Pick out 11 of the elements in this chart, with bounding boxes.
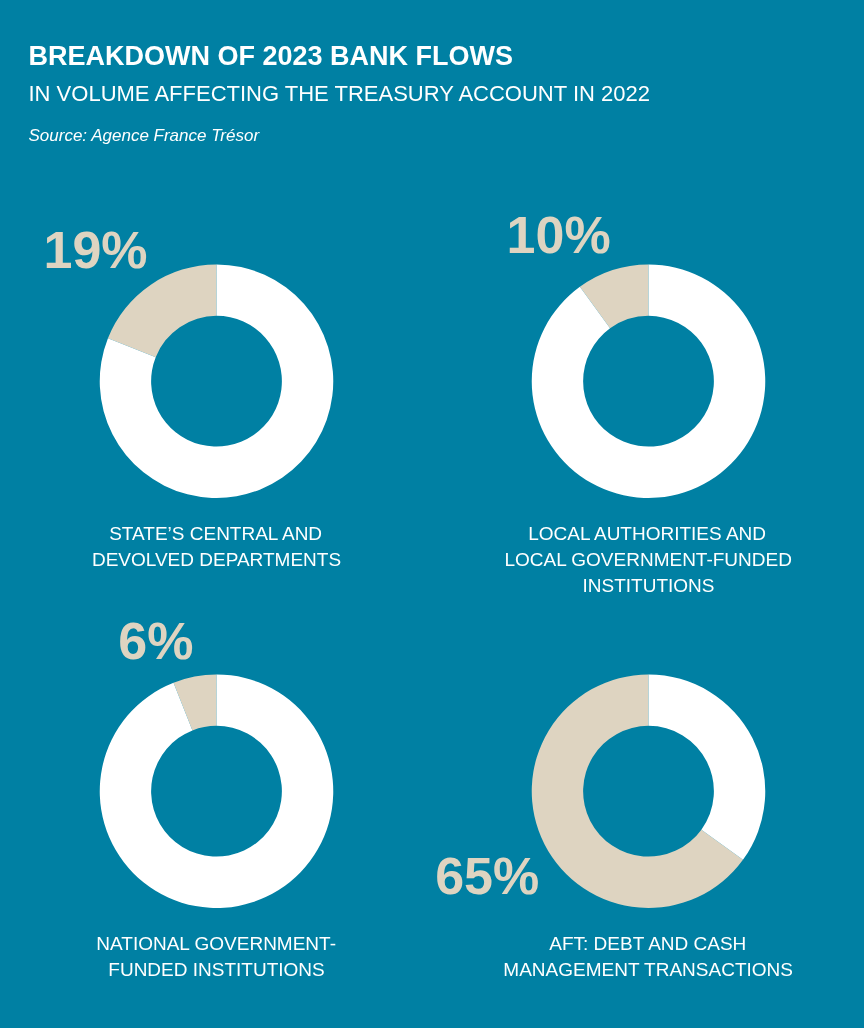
data-label: 6% — [118, 612, 194, 671]
data-label: 10% — [506, 206, 611, 265]
text: STATE’S CENTRAL AND DEVOLVED DEPARTMENTS — [91, 523, 342, 570]
text: NATIONAL GOVERNMENT- FUNDED INSTITUTIONS — [96, 933, 336, 980]
text: LOCAL AUTHORITIES AND LOCAL GOVERNMENT-FUNDED INSTITUTIONS — [504, 523, 792, 596]
text: BREAKDOWN OF 2023 BANK FLOWS — [28, 40, 514, 71]
text: IN VOLUME AFFECTING THE TREASURY ACCOUNT IN 2022 — [28, 81, 650, 106]
source-note: Source: Agence France Trésor — [28, 126, 261, 145]
data-label: 19% — [43, 221, 148, 280]
text: AFT: DEBT AND CASH MANAGEMENT TRANSACTIONS — [503, 933, 793, 980]
data-label: 65% — [435, 847, 540, 906]
